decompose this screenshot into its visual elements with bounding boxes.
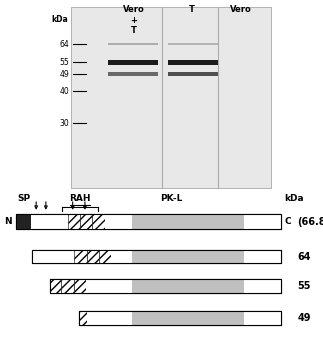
Text: (66.8: (66.8: [297, 217, 323, 227]
Text: 30: 30: [60, 119, 69, 128]
Text: 64: 64: [297, 252, 311, 261]
FancyBboxPatch shape: [244, 250, 281, 263]
FancyBboxPatch shape: [16, 214, 281, 230]
Text: kDa: kDa: [51, 15, 68, 24]
FancyBboxPatch shape: [87, 250, 99, 263]
FancyBboxPatch shape: [168, 60, 218, 65]
Text: 55: 55: [60, 58, 69, 67]
FancyBboxPatch shape: [99, 250, 111, 263]
Text: Vero: Vero: [230, 5, 252, 14]
Text: 49: 49: [60, 70, 69, 79]
Text: PK-L: PK-L: [160, 194, 182, 203]
FancyBboxPatch shape: [168, 43, 218, 45]
FancyBboxPatch shape: [79, 311, 281, 325]
FancyBboxPatch shape: [132, 311, 244, 325]
Text: T: T: [189, 5, 195, 14]
FancyBboxPatch shape: [68, 214, 80, 230]
FancyBboxPatch shape: [244, 214, 282, 230]
FancyBboxPatch shape: [79, 311, 87, 325]
FancyBboxPatch shape: [132, 214, 244, 230]
FancyBboxPatch shape: [80, 214, 92, 230]
Text: 40: 40: [60, 87, 69, 96]
FancyBboxPatch shape: [168, 72, 218, 76]
FancyBboxPatch shape: [61, 279, 74, 293]
Text: C: C: [284, 217, 291, 226]
Text: kDa: kDa: [284, 194, 304, 203]
Text: SP: SP: [17, 194, 30, 203]
FancyBboxPatch shape: [244, 279, 281, 293]
FancyBboxPatch shape: [132, 279, 244, 293]
FancyBboxPatch shape: [50, 279, 281, 293]
FancyBboxPatch shape: [108, 73, 158, 76]
FancyBboxPatch shape: [108, 43, 158, 45]
FancyBboxPatch shape: [32, 250, 74, 263]
FancyBboxPatch shape: [74, 250, 87, 263]
FancyBboxPatch shape: [111, 250, 132, 263]
FancyBboxPatch shape: [74, 279, 86, 293]
FancyBboxPatch shape: [86, 279, 132, 293]
Text: Vero
+
T: Vero + T: [123, 5, 145, 35]
FancyBboxPatch shape: [92, 214, 105, 230]
Text: 64: 64: [60, 40, 69, 49]
FancyBboxPatch shape: [71, 7, 271, 188]
FancyBboxPatch shape: [16, 214, 31, 230]
FancyBboxPatch shape: [108, 60, 158, 65]
FancyBboxPatch shape: [31, 214, 68, 230]
FancyBboxPatch shape: [32, 250, 281, 263]
Text: N: N: [4, 217, 12, 226]
FancyBboxPatch shape: [132, 250, 244, 263]
FancyBboxPatch shape: [244, 311, 281, 325]
FancyBboxPatch shape: [87, 311, 132, 325]
FancyBboxPatch shape: [50, 279, 61, 293]
Text: 55: 55: [297, 281, 311, 291]
Text: 49: 49: [297, 313, 311, 322]
Text: RAH: RAH: [69, 194, 91, 203]
FancyBboxPatch shape: [105, 214, 132, 230]
